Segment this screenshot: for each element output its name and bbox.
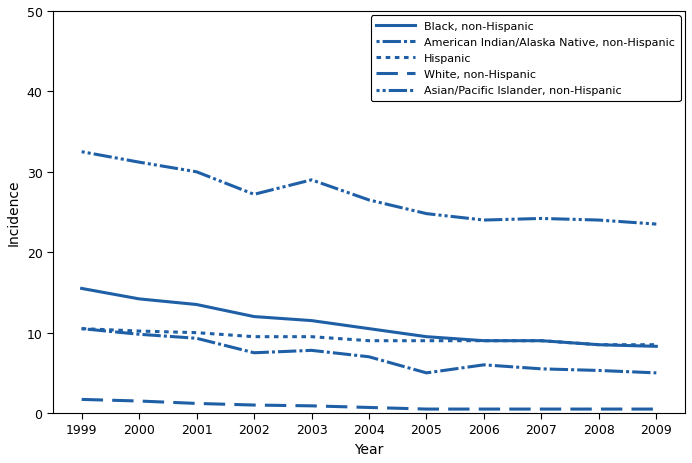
White, non-Hispanic [422, 407, 430, 412]
Asian/Pacific Islander, non-Hispanic [135, 160, 143, 166]
Line: Asian/Pacific Islander, non-Hispanic: Asian/Pacific Islander, non-Hispanic [82, 152, 656, 225]
Asian/Pacific Islander, non-Hispanic [307, 178, 316, 183]
White, non-Hispanic [594, 407, 603, 412]
Hispanic [422, 338, 430, 344]
American Indian/Alaska Native, non-Hispanic [594, 368, 603, 374]
Hispanic [250, 334, 258, 340]
Hispanic [480, 338, 488, 344]
Black, non-Hispanic [422, 334, 430, 340]
American Indian/Alaska Native, non-Hispanic [365, 354, 373, 360]
Asian/Pacific Islander, non-Hispanic [192, 169, 201, 175]
Y-axis label: Incidence: Incidence [7, 179, 21, 246]
Line: Black, non-Hispanic: Black, non-Hispanic [82, 289, 656, 347]
Hispanic [537, 338, 545, 344]
Hispanic [365, 338, 373, 344]
Asian/Pacific Islander, non-Hispanic [250, 192, 258, 198]
White, non-Hispanic [135, 398, 143, 404]
American Indian/Alaska Native, non-Hispanic [537, 366, 545, 372]
White, non-Hispanic [192, 401, 201, 407]
Black, non-Hispanic [365, 326, 373, 332]
Black, non-Hispanic [480, 338, 488, 344]
Black, non-Hispanic [307, 318, 316, 324]
American Indian/Alaska Native, non-Hispanic [135, 332, 143, 338]
Black, non-Hispanic [594, 342, 603, 348]
Black, non-Hispanic [652, 344, 660, 350]
White, non-Hispanic [250, 402, 258, 408]
American Indian/Alaska Native, non-Hispanic [192, 336, 201, 341]
White, non-Hispanic [480, 407, 488, 412]
Hispanic [594, 342, 603, 348]
Asian/Pacific Islander, non-Hispanic [537, 216, 545, 222]
Black, non-Hispanic [192, 302, 201, 307]
American Indian/Alaska Native, non-Hispanic [78, 326, 86, 332]
Asian/Pacific Islander, non-Hispanic [422, 212, 430, 217]
White, non-Hispanic [78, 397, 86, 402]
White, non-Hispanic [307, 403, 316, 409]
Asian/Pacific Islander, non-Hispanic [480, 218, 488, 223]
X-axis label: Year: Year [354, 442, 383, 456]
White, non-Hispanic [652, 407, 660, 412]
Black, non-Hispanic [78, 286, 86, 292]
American Indian/Alaska Native, non-Hispanic [307, 348, 316, 353]
Black, non-Hispanic [135, 296, 143, 302]
Hispanic [135, 329, 143, 334]
Asian/Pacific Islander, non-Hispanic [652, 222, 660, 227]
Line: American Indian/Alaska Native, non-Hispanic: American Indian/Alaska Native, non-Hispa… [82, 329, 656, 373]
Line: White, non-Hispanic: White, non-Hispanic [82, 400, 656, 409]
Legend: Black, non-Hispanic, American Indian/Alaska Native, non-Hispanic, Hispanic, Whit: Black, non-Hispanic, American Indian/Ala… [371, 16, 681, 102]
White, non-Hispanic [365, 405, 373, 410]
American Indian/Alaska Native, non-Hispanic [422, 370, 430, 376]
Asian/Pacific Islander, non-Hispanic [365, 198, 373, 203]
American Indian/Alaska Native, non-Hispanic [652, 370, 660, 376]
Hispanic [192, 330, 201, 336]
Black, non-Hispanic [250, 314, 258, 319]
American Indian/Alaska Native, non-Hispanic [480, 362, 488, 368]
Line: Hispanic: Hispanic [82, 329, 656, 345]
Hispanic [307, 334, 316, 340]
White, non-Hispanic [537, 407, 545, 412]
Asian/Pacific Islander, non-Hispanic [594, 218, 603, 223]
Hispanic [78, 326, 86, 332]
American Indian/Alaska Native, non-Hispanic [250, 350, 258, 356]
Hispanic [652, 342, 660, 348]
Black, non-Hispanic [537, 338, 545, 344]
Asian/Pacific Islander, non-Hispanic [78, 150, 86, 155]
